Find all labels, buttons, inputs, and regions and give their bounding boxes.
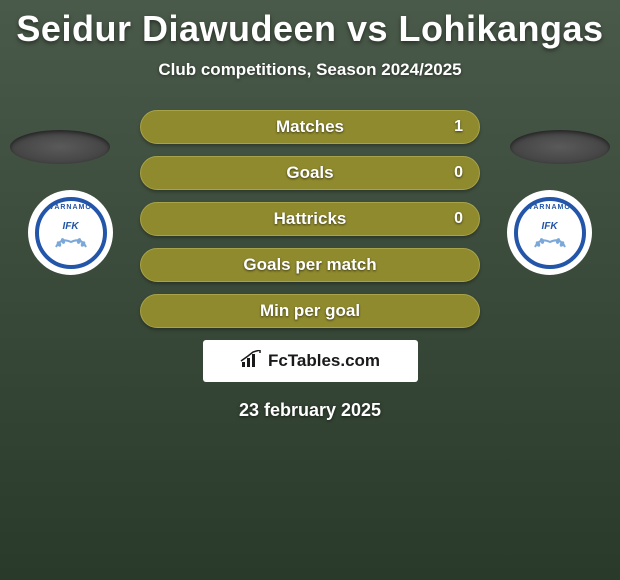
stat-bar-matches: Matches 1 [140,110,480,144]
laurel-icon [530,232,570,257]
laurel-icon [51,232,91,257]
stat-label: Matches [276,117,344,137]
stat-label: Goals [286,163,333,183]
player-avatar-left [10,130,110,164]
badge-ifk-text: IFK [541,221,557,232]
subtitle: Club competitions, Season 2024/2025 [0,60,620,80]
player-avatar-right [510,130,610,164]
stat-label: Goals per match [243,255,376,275]
stats-container: Matches 1 Goals 0 Hattricks 0 Goals per … [140,110,480,328]
stat-value: 0 [454,164,463,182]
chart-icon [240,350,262,373]
fctables-logo: FcTables.com [203,340,418,382]
stat-bar-hattricks: Hattricks 0 [140,202,480,236]
logo-text: FcTables.com [268,351,380,371]
stat-bar-goals-per-match: Goals per match [140,248,480,282]
badge-club-name: VARNAMO [49,204,92,211]
stat-label: Min per goal [260,301,360,321]
club-badge-left: VARNAMO IFK [28,190,113,275]
badge-inner: VARNAMO IFK [35,197,107,269]
content-area: VARNAMO IFK VARNAMO IFK Matches 1 Goals … [0,110,620,421]
badge-inner: VARNAMO IFK [514,197,586,269]
stat-value: 0 [454,210,463,228]
badge-club-name: VARNAMO [528,204,571,211]
page-title: Seidur Diawudeen vs Lohikangas [0,0,620,50]
date-text: 23 february 2025 [0,400,620,421]
stat-bar-goals: Goals 0 [140,156,480,190]
stat-bar-min-per-goal: Min per goal [140,294,480,328]
club-badge-right: VARNAMO IFK [507,190,592,275]
stat-label: Hattricks [274,209,347,229]
stat-value: 1 [454,118,463,136]
badge-ifk-text: IFK [62,221,78,232]
